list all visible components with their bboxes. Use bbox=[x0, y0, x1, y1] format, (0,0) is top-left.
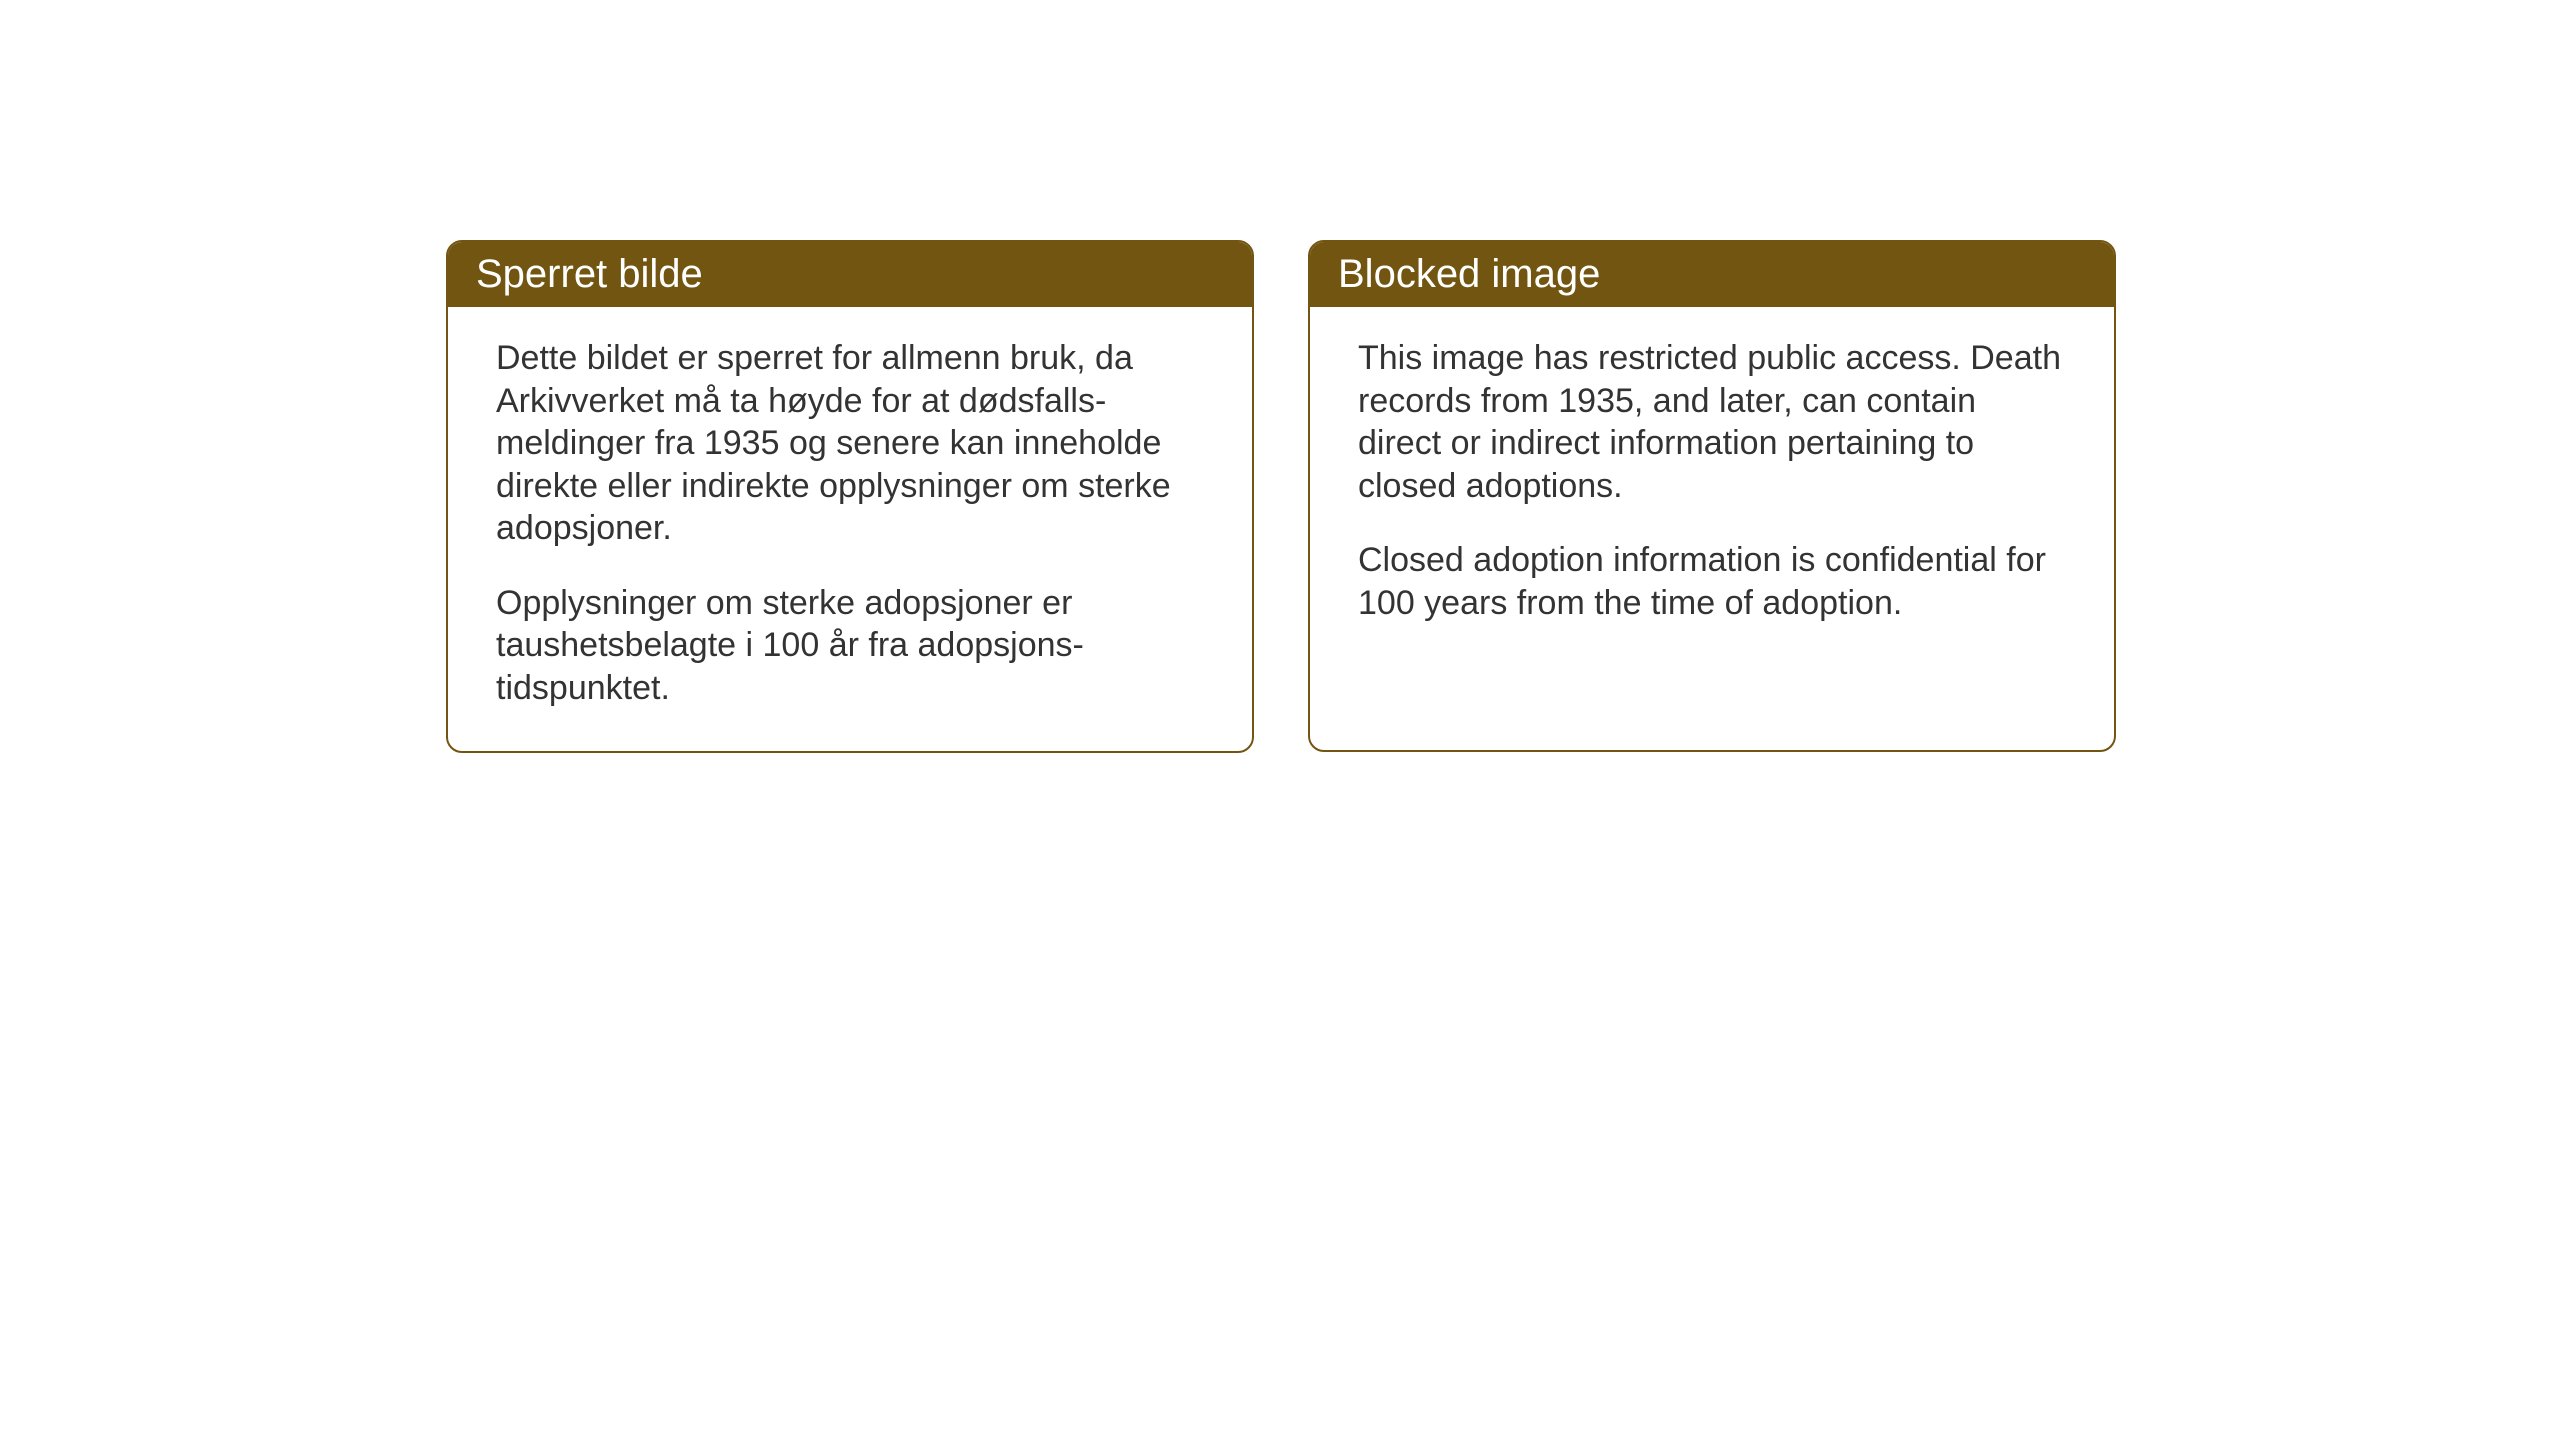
blocked-image-card-english: Blocked image This image has restricted … bbox=[1308, 240, 2116, 752]
card-paragraph-2-norwegian: Opplysninger om sterke adopsjoner er tau… bbox=[496, 582, 1204, 710]
card-title-english: Blocked image bbox=[1338, 252, 1600, 296]
card-paragraph-2-english: Closed adoption information is confident… bbox=[1358, 539, 2066, 624]
card-paragraph-1-english: This image has restricted public access.… bbox=[1358, 337, 2066, 507]
card-paragraph-1-norwegian: Dette bildet er sperret for allmenn bruk… bbox=[496, 337, 1204, 550]
card-body-english: This image has restricted public access.… bbox=[1310, 307, 2114, 666]
card-header-english: Blocked image bbox=[1310, 242, 2114, 307]
blocked-image-card-norwegian: Sperret bilde Dette bildet er sperret fo… bbox=[446, 240, 1254, 753]
card-title-norwegian: Sperret bilde bbox=[476, 252, 703, 296]
card-header-norwegian: Sperret bilde bbox=[448, 242, 1252, 307]
cards-container: Sperret bilde Dette bildet er sperret fo… bbox=[446, 240, 2116, 753]
card-body-norwegian: Dette bildet er sperret for allmenn bruk… bbox=[448, 307, 1252, 751]
